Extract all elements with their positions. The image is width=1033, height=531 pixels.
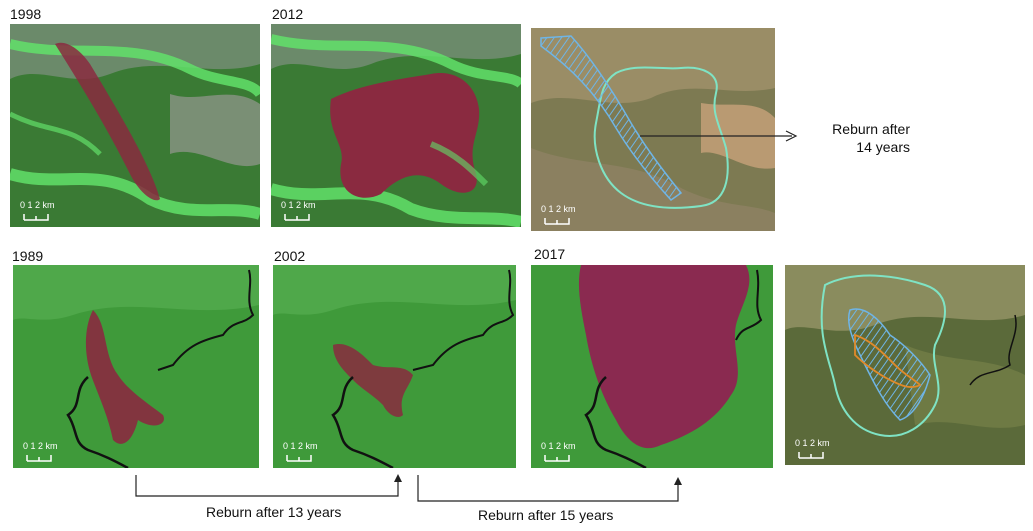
- reburn-annotation-line1: Reburn after: [832, 121, 910, 137]
- satellite-image-1989: 0 1 2 km: [13, 265, 259, 468]
- year-label-2017: 2017: [534, 246, 566, 262]
- year-label-1989: 1989: [12, 248, 44, 264]
- reburn-annotation-top: Reburn after 14 years: [820, 120, 910, 156]
- year-label-1998: 1998: [10, 6, 42, 22]
- scale-bar-label: 0 1 2 km: [541, 204, 576, 214]
- reburn-label-15-years: Reburn after 15 years: [478, 507, 614, 523]
- year-label-2012: 2012: [272, 6, 304, 22]
- scale-bar-label: 0 1 2 km: [20, 200, 55, 210]
- year-label-2002: 2002: [274, 248, 306, 264]
- satellite-image-2012: 0 1 2 km: [271, 24, 521, 227]
- satellite-image-2002: 0 1 2 km: [273, 265, 516, 468]
- scale-bar-label: 0 1 2 km: [281, 200, 316, 210]
- reburn-map-bottom: 0 1 2 km: [785, 265, 1025, 465]
- satellite-image-1998: 0 1 2 km: [10, 24, 260, 227]
- scale-bar-label: 0 1 2 km: [23, 441, 58, 451]
- satellite-image-2017: 0 1 2 km: [531, 265, 773, 468]
- scale-bar-label: 0 1 2 km: [283, 441, 318, 451]
- reburn-map-top: 0 1 2 km: [531, 28, 775, 231]
- scale-bar-label: 0 1 2 km: [541, 441, 576, 451]
- reburn-annotation-line2: 14 years: [856, 139, 910, 155]
- reburn-label-13-years: Reburn after 13 years: [206, 504, 342, 520]
- scale-bar-label: 0 1 2 km: [795, 438, 830, 448]
